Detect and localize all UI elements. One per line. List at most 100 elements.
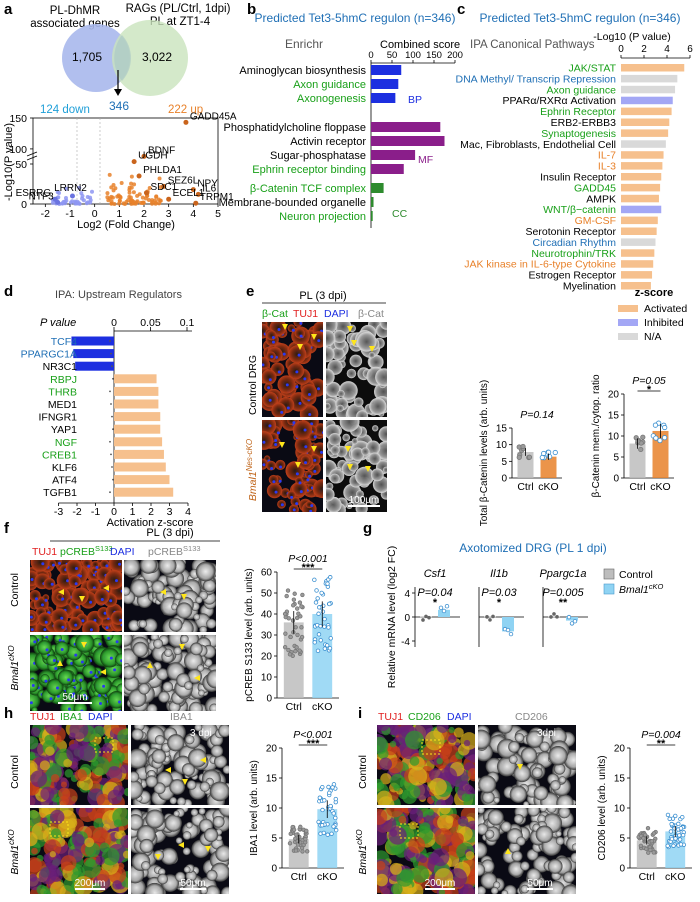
data-point bbox=[286, 647, 291, 653]
d-regulator-label: KLF6 bbox=[52, 462, 77, 474]
x-tick-label: 0 bbox=[92, 208, 98, 220]
nucleus bbox=[58, 561, 62, 565]
c-bar bbox=[621, 173, 662, 181]
cell bbox=[72, 866, 82, 876]
cell bbox=[537, 814, 546, 824]
bar bbox=[652, 430, 669, 478]
volcano-point bbox=[109, 199, 114, 204]
cell bbox=[546, 808, 557, 814]
cell bbox=[90, 756, 110, 776]
c-bar bbox=[621, 194, 659, 203]
cell bbox=[485, 829, 495, 839]
data-point bbox=[325, 581, 330, 586]
d-zscore-label: Activation z-score bbox=[107, 517, 194, 529]
cell bbox=[44, 851, 62, 869]
cell bbox=[187, 748, 207, 768]
cell bbox=[69, 725, 89, 740]
panel-label-d: d bbox=[4, 283, 13, 300]
cell bbox=[467, 768, 475, 780]
data-point bbox=[300, 592, 305, 598]
i-stain-cd206: CD206 bbox=[408, 711, 441, 723]
cell bbox=[513, 764, 531, 783]
cell bbox=[112, 808, 128, 827]
nucleus bbox=[262, 463, 266, 467]
b-group-mf: MF bbox=[418, 154, 433, 166]
cell bbox=[153, 638, 164, 649]
nucleus bbox=[33, 640, 37, 644]
cell bbox=[31, 847, 38, 855]
cell bbox=[390, 883, 403, 894]
nucleus bbox=[105, 626, 109, 630]
cell bbox=[145, 775, 158, 788]
f-row1-label: Control bbox=[9, 573, 21, 607]
i-stain-dapi: DAPI bbox=[447, 711, 472, 723]
cell bbox=[30, 810, 41, 827]
c-pathway-label: Neurotrophin/TRK bbox=[531, 248, 616, 260]
y-tick-label: 20 bbox=[261, 652, 273, 663]
arrow-marker bbox=[347, 464, 353, 470]
data-point bbox=[316, 819, 321, 825]
panel-a: PL-DhMR associated genes RAGs (PL/Ctrl, … bbox=[3, 3, 237, 231]
venn-right-count: 3,022 bbox=[142, 50, 172, 64]
i-stain-gray: CD206 bbox=[515, 711, 548, 723]
d-p-dot bbox=[109, 390, 111, 393]
volcano-point bbox=[77, 185, 82, 190]
d-regulator-label: MED1 bbox=[48, 399, 77, 411]
category-label: cKO bbox=[312, 701, 332, 713]
data-point bbox=[317, 605, 322, 610]
panel-label-f: f bbox=[4, 520, 10, 537]
gene-label: TRPM1 bbox=[200, 192, 234, 203]
cell bbox=[539, 741, 550, 752]
nucleus bbox=[286, 406, 290, 410]
nucleus bbox=[98, 642, 102, 646]
cell bbox=[465, 851, 475, 860]
i-row1-label: Control bbox=[357, 755, 369, 789]
f-stain-tuj1: TUJ1 bbox=[32, 546, 57, 558]
cell bbox=[561, 884, 576, 894]
data-point bbox=[299, 845, 305, 851]
g-bar-control bbox=[484, 616, 496, 618]
d-p-dot bbox=[109, 440, 111, 443]
y-tick-label: 5 bbox=[613, 453, 619, 464]
i-dpi-label: 3dpi bbox=[537, 728, 556, 739]
d-regulator-label: NR3C1 bbox=[43, 361, 78, 373]
cell bbox=[158, 868, 166, 876]
c-pathway-label: IL-7 bbox=[598, 150, 616, 162]
data-point bbox=[320, 609, 326, 614]
cell bbox=[526, 868, 541, 883]
cell bbox=[493, 881, 501, 889]
cell bbox=[167, 734, 185, 752]
cell bbox=[93, 818, 105, 830]
gene-label: ECEL1 bbox=[173, 188, 205, 199]
cell bbox=[195, 596, 203, 604]
c-bar bbox=[621, 151, 664, 159]
cell bbox=[390, 725, 402, 736]
c-tick-label: 6 bbox=[687, 44, 693, 55]
cell bbox=[556, 794, 574, 805]
cell bbox=[431, 848, 450, 867]
h-stain-gray: IBA1 bbox=[170, 711, 193, 723]
c-pathway-label: GADD45 bbox=[574, 182, 616, 194]
nucleus bbox=[79, 678, 83, 682]
y-tick-label: 5 bbox=[619, 834, 625, 845]
panel-label-a: a bbox=[4, 1, 13, 18]
data-point bbox=[298, 824, 303, 830]
cell bbox=[469, 754, 475, 763]
data-point bbox=[325, 832, 330, 837]
cell bbox=[157, 873, 168, 885]
f-row2-label: Bmal1cKO bbox=[7, 645, 21, 690]
cell bbox=[46, 678, 64, 696]
i-stain-tuj1: TUJ1 bbox=[378, 711, 403, 723]
d-bar bbox=[114, 412, 161, 422]
f-stain-dapi: DAPI bbox=[110, 546, 135, 558]
g-point-control bbox=[555, 615, 559, 619]
d-bar bbox=[114, 462, 166, 472]
cell bbox=[111, 610, 122, 625]
cell bbox=[389, 862, 402, 875]
cell bbox=[266, 460, 276, 471]
volcano-point bbox=[88, 200, 93, 205]
cell bbox=[351, 438, 358, 445]
c-pathway-label: Mac, Fibroblasts, Endothelial Cell bbox=[460, 139, 616, 151]
